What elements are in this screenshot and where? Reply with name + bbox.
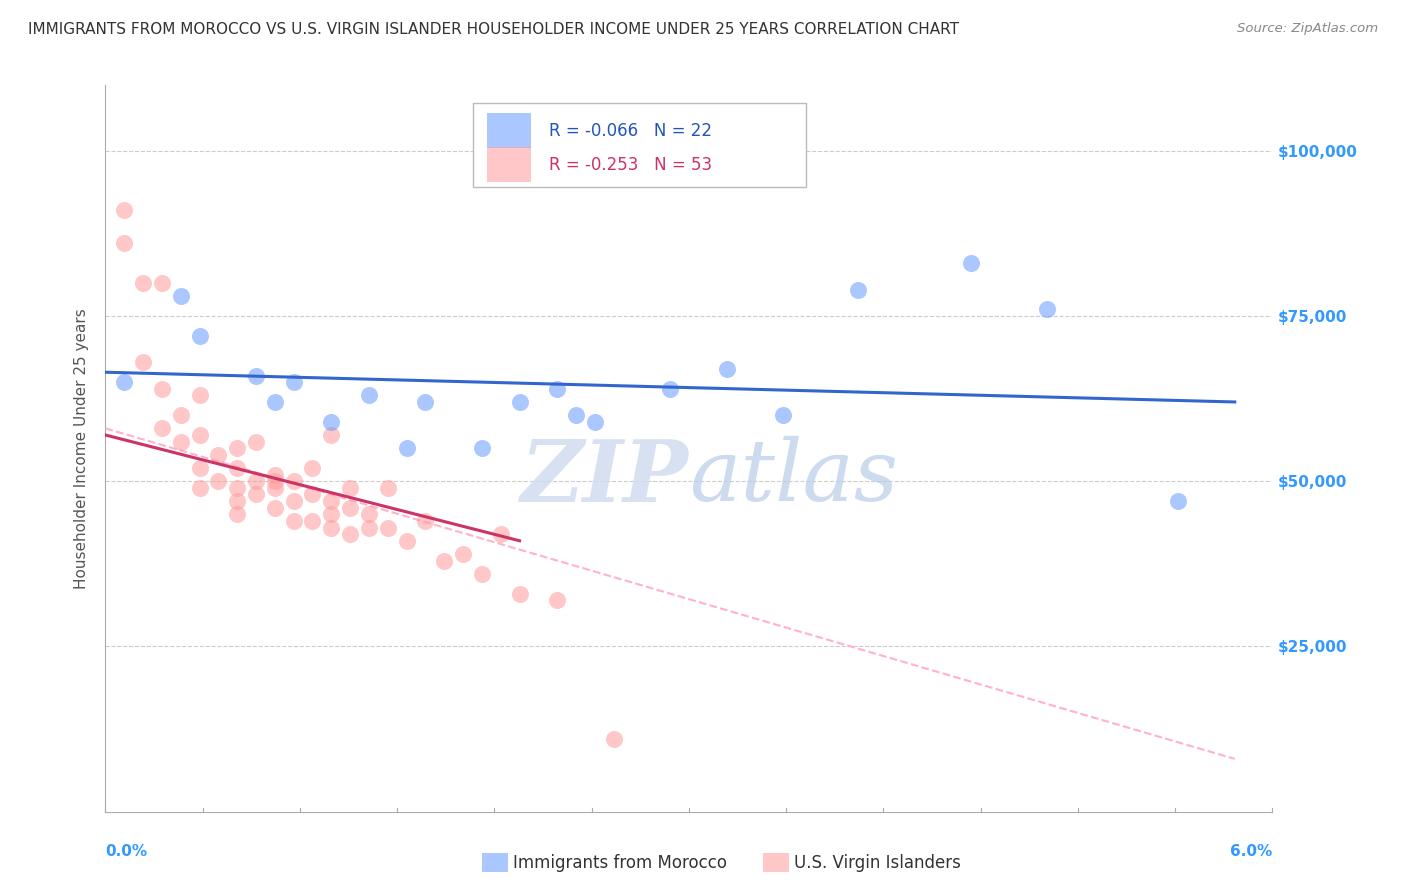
Point: [321, 415, 343, 429]
Point: [509, 587, 531, 601]
Point: [150, 421, 173, 435]
Point: [112, 203, 135, 218]
Point: [339, 481, 361, 495]
FancyBboxPatch shape: [472, 103, 806, 186]
Point: [263, 467, 285, 482]
Point: [377, 481, 399, 495]
Bar: [486, 147, 531, 182]
Point: [565, 408, 588, 422]
Point: [207, 475, 229, 489]
Point: [188, 428, 211, 442]
Text: R = -0.253   N = 53: R = -0.253 N = 53: [548, 156, 711, 174]
Point: [188, 481, 211, 495]
Point: [226, 508, 249, 522]
Text: ZIP: ZIP: [522, 435, 689, 519]
Point: [188, 461, 211, 475]
Point: [226, 481, 249, 495]
Point: [321, 428, 343, 442]
Point: [207, 448, 229, 462]
Point: [357, 508, 380, 522]
Point: [283, 514, 305, 528]
Point: [451, 547, 474, 561]
Text: U.S. Virgin Islanders: U.S. Virgin Islanders: [794, 855, 962, 872]
Point: [263, 481, 285, 495]
Point: [150, 382, 173, 396]
Point: [321, 508, 343, 522]
Point: [377, 520, 399, 534]
Point: [112, 375, 135, 389]
Point: [283, 494, 305, 508]
Text: atlas: atlas: [689, 436, 898, 518]
Point: [509, 395, 531, 409]
Point: [226, 442, 249, 455]
Point: [321, 494, 343, 508]
Bar: [486, 113, 531, 148]
Point: [188, 329, 211, 343]
Point: [226, 494, 249, 508]
Point: [433, 553, 456, 567]
Point: [170, 434, 193, 449]
Point: [489, 527, 512, 541]
Point: [188, 388, 211, 402]
Point: [602, 731, 624, 746]
Point: [150, 276, 173, 290]
Text: Immigrants from Morocco: Immigrants from Morocco: [513, 855, 727, 872]
Point: [301, 514, 323, 528]
Point: [301, 461, 323, 475]
Point: [321, 520, 343, 534]
Point: [263, 500, 285, 515]
Point: [471, 442, 494, 455]
Point: [226, 461, 249, 475]
Y-axis label: Householder Income Under 25 years: Householder Income Under 25 years: [75, 308, 90, 589]
Point: [245, 368, 267, 383]
Point: [170, 408, 193, 422]
Point: [283, 375, 305, 389]
Text: 0.0%: 0.0%: [105, 845, 148, 859]
Point: [263, 475, 285, 489]
Text: Source: ZipAtlas.com: Source: ZipAtlas.com: [1237, 22, 1378, 36]
Point: [415, 395, 437, 409]
Point: [583, 415, 606, 429]
Point: [415, 514, 437, 528]
Point: [170, 289, 193, 303]
Point: [132, 355, 155, 369]
Point: [245, 487, 267, 501]
Point: [245, 475, 267, 489]
Point: [546, 593, 568, 607]
Point: [339, 500, 361, 515]
Point: [112, 236, 135, 251]
Text: R = -0.066   N = 22: R = -0.066 N = 22: [548, 121, 711, 139]
Point: [772, 408, 794, 422]
Point: [960, 256, 983, 270]
Point: [339, 527, 361, 541]
Point: [132, 276, 155, 290]
Point: [301, 487, 323, 501]
Point: [245, 434, 267, 449]
Point: [357, 520, 380, 534]
Point: [846, 283, 869, 297]
Text: 6.0%: 6.0%: [1230, 845, 1272, 859]
Point: [395, 533, 418, 548]
Point: [263, 395, 285, 409]
Point: [1035, 302, 1057, 317]
Point: [471, 566, 494, 581]
Point: [546, 382, 568, 396]
Text: IMMIGRANTS FROM MOROCCO VS U.S. VIRGIN ISLANDER HOUSEHOLDER INCOME UNDER 25 YEAR: IMMIGRANTS FROM MOROCCO VS U.S. VIRGIN I…: [28, 22, 959, 37]
Point: [1167, 494, 1189, 508]
Point: [357, 388, 380, 402]
Point: [395, 442, 418, 455]
Point: [283, 475, 305, 489]
Point: [716, 362, 738, 376]
Point: [659, 382, 682, 396]
